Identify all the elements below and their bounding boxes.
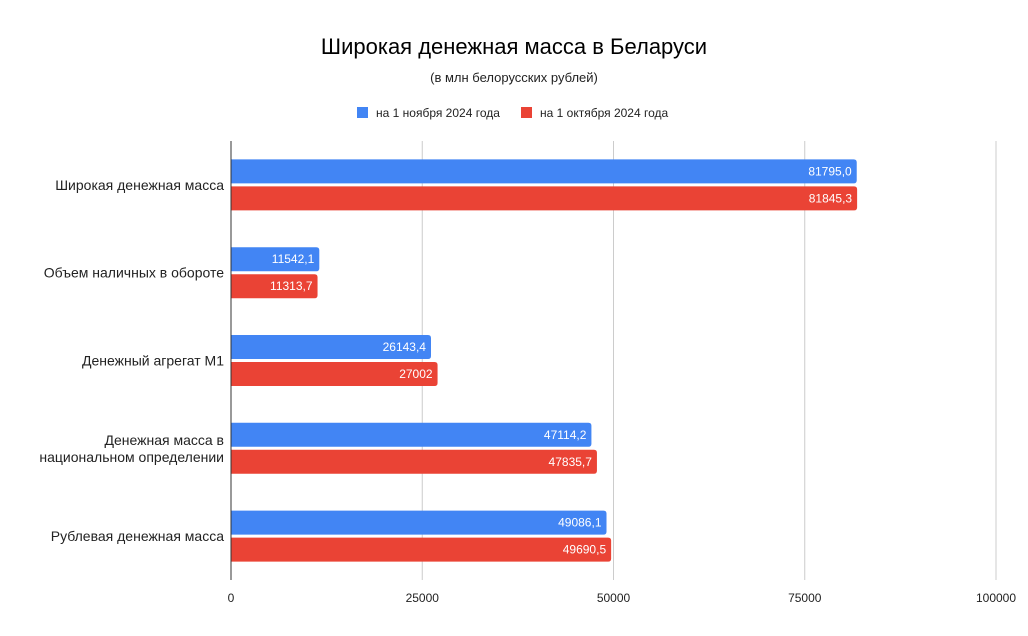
bar <box>231 247 320 272</box>
category-label: Денежный агрегат М1 <box>82 353 224 369</box>
axis: 0 25000 50000 75000 100000 Широкая денежная м… <box>39 141 1016 605</box>
bar <box>231 159 857 184</box>
x-tick-label: 0 <box>228 591 235 605</box>
bar <box>231 186 858 211</box>
bar-value-label: 27002 <box>399 367 433 381</box>
bar <box>231 362 438 386</box>
bar-value-label: 81795,0 <box>808 164 852 178</box>
bar <box>231 335 431 359</box>
bar-value-label: 26143,4 <box>383 340 427 354</box>
x-tick-label: 100000 <box>976 591 1016 605</box>
bar <box>231 449 597 474</box>
bar-value-label: 47114,2 <box>544 428 587 442</box>
chart-title: Широкая денежная масса в Беларуси <box>321 34 707 59</box>
bar <box>231 510 607 535</box>
bar <box>231 274 318 299</box>
x-tick-label: 75000 <box>788 591 822 605</box>
x-tick-label: 25000 <box>406 591 440 605</box>
legend: на 1 ноября 2024 года на 1 октября 2024 г… <box>357 106 668 120</box>
category-label: Рублевая денежная масса <box>51 528 224 544</box>
chart-subtitle: (в млн белорусских рублей) <box>430 70 598 85</box>
bar <box>231 422 592 447</box>
bar-value-label: 47835,7 <box>549 455 593 469</box>
legend-swatch <box>521 107 532 118</box>
bar-value-label: 11542,1 <box>272 252 315 266</box>
bar <box>231 537 612 562</box>
bars: 81795,0 81845,3 11542,1 11313,7 26143,4 27002… <box>231 159 858 562</box>
category-label: национальном определении <box>39 449 224 465</box>
legend-label: на 1 октября 2024 года <box>540 106 668 120</box>
bar-value-label: 49690,5 <box>563 543 607 557</box>
legend-swatch <box>357 107 368 118</box>
x-tick-label: 50000 <box>597 591 631 605</box>
category-label: Широкая денежная масса <box>55 177 224 193</box>
category-label: Объем наличных в обороте <box>44 265 224 281</box>
bar-value-label: 11313,7 <box>270 279 313 293</box>
grid-lines <box>421 141 997 580</box>
category-label: Денежная масса в <box>104 432 224 448</box>
bar-value-label: 49086,1 <box>558 516 602 530</box>
bar-value-label: 81845,3 <box>809 191 853 205</box>
legend-label: на 1 ноября 2024 года <box>376 106 500 120</box>
